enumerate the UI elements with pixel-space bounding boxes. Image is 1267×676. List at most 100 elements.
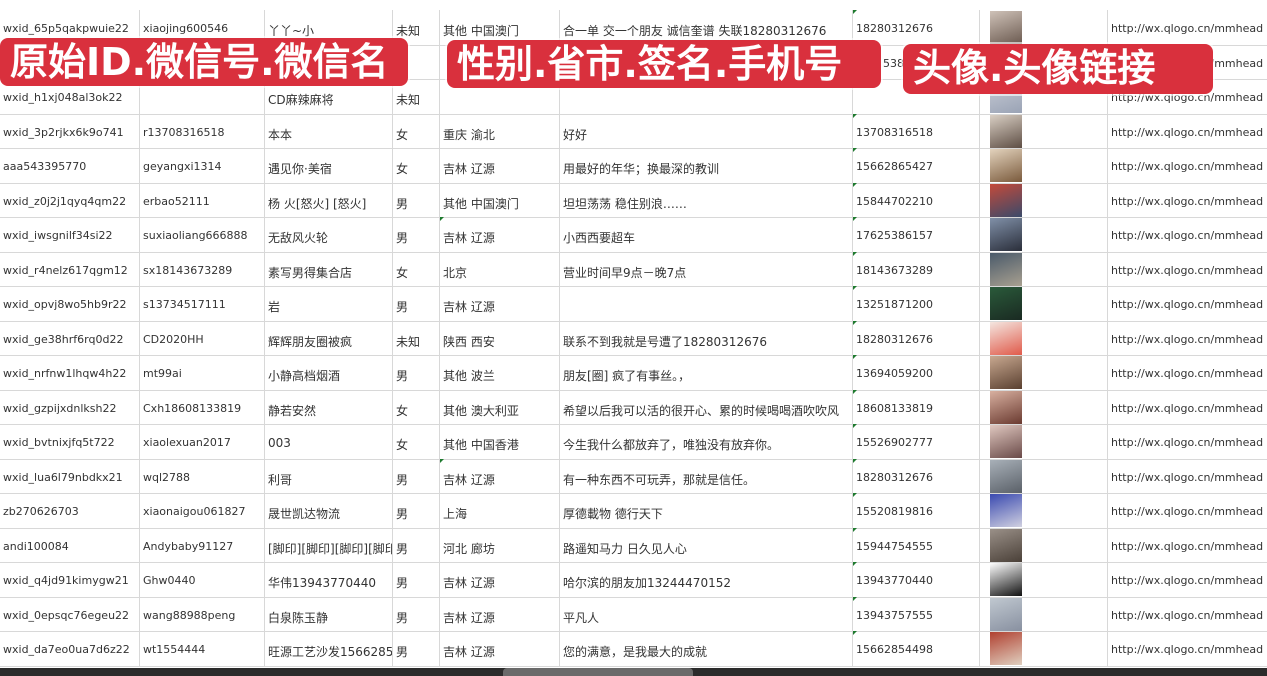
cell-signature[interactable]: 合一单 交一个朋友 诚信奎谱 失联18280312676: [560, 10, 853, 45]
cell-original-id[interactable]: wxid_0epsqc76egeu22: [0, 596, 140, 631]
cell-avatar[interactable]: [980, 527, 1108, 562]
cell-region[interactable]: 其他 中国澳门: [440, 182, 560, 217]
cell-wechat-id[interactable]: Cxh18608133819: [140, 389, 265, 424]
cell-original-id[interactable]: wxid_65p5qakpwuie22: [0, 10, 140, 45]
cell-avatar-link[interactable]: http://wx.qlogo.cn/mmhead: [1111, 194, 1264, 208]
cell-gender[interactable]: 男: [393, 493, 440, 528]
cell-phone[interactable]: 13943770440: [853, 562, 980, 597]
cell-original-id[interactable]: wxid_lua6l79nbdkx21: [0, 458, 140, 493]
cell-original-id[interactable]: wxid_bvtnixjfq5t722: [0, 424, 140, 459]
cell-gender[interactable]: 男: [393, 562, 440, 597]
cell-avatar-link[interactable]: http://wx.qlogo.cn/mmhead: [1111, 608, 1264, 622]
cell-original-id[interactable]: wxid_3p2rjkx6k9o741: [0, 113, 140, 148]
cell-avatar[interactable]: [980, 251, 1108, 286]
cell-avatar-link[interactable]: http://wx.qlogo.cn/mmhead: [1111, 332, 1264, 346]
cell-wechat-id[interactable]: CD2020HH: [140, 320, 265, 355]
cell-phone[interactable]: 13943757555: [853, 596, 980, 631]
cell-original-id[interactable]: wxid_gzpijxdnlksh22: [0, 389, 140, 424]
cell-signature[interactable]: 哈尔滨的朋友加13244470152: [560, 562, 853, 597]
cell-gender[interactable]: 男: [393, 596, 440, 631]
cell-avatar[interactable]: [980, 389, 1108, 424]
cell-gender[interactable]: 女: [393, 389, 440, 424]
cell-avatar[interactable]: [980, 217, 1108, 252]
cell-region[interactable]: 其他 中国香港: [440, 424, 560, 459]
cell-wechat-id[interactable]: [140, 79, 265, 114]
cell-wechat-name[interactable]: 辉辉朋友圈被疯: [265, 320, 393, 355]
cell-avatar-link[interactable]: http://wx.qlogo.cn/mmhead: [1111, 401, 1264, 415]
cell-wechat-id[interactable]: xiaojing600546: [140, 10, 265, 45]
cell-original-id[interactable]: wxid_iwsgnilf34si22: [0, 217, 140, 252]
cell-avatar-link[interactable]: http://wx.qlogo.cn/mmhead: [1111, 125, 1264, 139]
cell-avatar-link[interactable]: http://wx.qlogo.cn/mmhead: [1111, 505, 1264, 518]
cell-wechat-name[interactable]: 本本: [265, 113, 393, 148]
cell-avatar-link[interactable]: http://wx.qlogo.cn/mmhead: [1111, 470, 1264, 484]
cell-region[interactable]: 其他 波兰: [440, 355, 560, 390]
cell-signature[interactable]: 您的满意，是我最大的成就: [560, 631, 853, 666]
cell-wechat-id[interactable]: xiaolexuan2017: [140, 424, 265, 459]
cell-signature[interactable]: 好好: [560, 113, 853, 148]
cell-region[interactable]: 河北 廊坊: [440, 527, 560, 562]
cell-region[interactable]: 吉林 辽源: [440, 631, 560, 666]
cell-signature[interactable]: 用最好的年华；换最深的教训: [560, 148, 853, 183]
cell-region[interactable]: 吉林 辽源: [440, 562, 560, 597]
cell-region[interactable]: 吉林 辽源: [440, 458, 560, 493]
cell-original-id[interactable]: wxid_opvj8wo5hb9r22: [0, 286, 140, 321]
cell-signature[interactable]: 有一种东西不可玩弄，那就是信任。: [560, 458, 853, 493]
cell-wechat-name[interactable]: 丫丫~小: [265, 10, 393, 45]
cell-original-id[interactable]: wxid_q4jd91kimygw21: [0, 562, 140, 597]
cell-avatar[interactable]: [980, 355, 1108, 390]
cell-phone[interactable]: 13694059200: [853, 355, 980, 390]
cell-gender[interactable]: 男: [393, 355, 440, 390]
cell-wechat-name[interactable]: CD麻辣麻将: [265, 79, 393, 114]
cell-avatar[interactable]: [980, 631, 1108, 666]
cell-wechat-name[interactable]: 003: [265, 424, 393, 459]
cell-original-id[interactable]: wxid_da7eo0ua7d6z22: [0, 631, 140, 666]
cell-wechat-name[interactable]: 利哥: [265, 458, 393, 493]
cell-avatar[interactable]: [980, 320, 1108, 355]
cell-phone[interactable]: 15844702210: [853, 182, 980, 217]
cell-wechat-id[interactable]: mt99ai: [140, 355, 265, 390]
cell-region[interactable]: 重庆 渝北: [440, 113, 560, 148]
cell-avatar[interactable]: [980, 562, 1108, 597]
horizontal-scrollbar-thumb[interactable]: [503, 668, 693, 676]
cell-avatar-link[interactable]: http://wx.qlogo.cn/mmhead: [1111, 539, 1264, 553]
cell-phone[interactable]: 15520819816: [853, 493, 980, 528]
cell-signature[interactable]: 路遥知马力 日久见人心: [560, 527, 853, 562]
cell-wechat-name[interactable]: 小静高档烟酒: [265, 355, 393, 390]
cell-gender[interactable]: 女: [393, 424, 440, 459]
cell-phone[interactable]: 15662854498: [853, 631, 980, 666]
cell-wechat-name[interactable]: 白泉陈玉静: [265, 596, 393, 631]
cell-signature[interactable]: 今生我什么都放弃了，唯独没有放弃你。: [560, 424, 853, 459]
cell-avatar-link[interactable]: http://wx.qlogo.cn/mmhead: [1111, 22, 1264, 35]
cell-signature[interactable]: 营业时间早9点－晚7点: [560, 251, 853, 286]
cell-gender[interactable]: 男: [393, 527, 440, 562]
cell-region[interactable]: 吉林 辽源: [440, 286, 560, 321]
cell-avatar[interactable]: [980, 493, 1108, 528]
cell-wechat-id[interactable]: erbao52111: [140, 182, 265, 217]
cell-signature[interactable]: 联系不到我就是号遭了18280312676: [560, 320, 853, 355]
cell-region[interactable]: 吉林 辽源: [440, 217, 560, 252]
cell-original-id[interactable]: wxid_ge38hrf6rq0d22: [0, 320, 140, 355]
cell-avatar-link[interactable]: http://wx.qlogo.cn/mmhead: [1111, 91, 1264, 104]
cell-signature[interactable]: 坦坦荡荡 稳住别浪……: [560, 182, 853, 217]
cell-region[interactable]: 吉林 辽源: [440, 148, 560, 183]
cell-wechat-id[interactable]: wang88988peng: [140, 596, 265, 631]
cell-gender[interactable]: 女: [393, 113, 440, 148]
cell-signature[interactable]: 厚德載物 德行天下: [560, 493, 853, 528]
cell-gender[interactable]: 未知: [393, 10, 440, 45]
cell-wechat-name[interactable]: 遇见你·美宿: [265, 148, 393, 183]
cell-wechat-id[interactable]: Andybaby91127: [140, 527, 265, 562]
cell-avatar-link[interactable]: http://wx.qlogo.cn/mmhead: [1111, 263, 1264, 277]
cell-phone[interactable]: 13251871200: [853, 286, 980, 321]
cell-region[interactable]: 上海: [440, 493, 560, 528]
cell-wechat-id[interactable]: wt1554444: [140, 631, 265, 666]
cell-gender[interactable]: [393, 44, 440, 79]
cell-wechat-name[interactable]: 静若安然: [265, 389, 393, 424]
cell-wechat-name[interactable]: 华伟13943770440: [265, 562, 393, 597]
cell-avatar-link[interactable]: http://wx.qlogo.cn/mmhead: [1111, 229, 1264, 242]
cell-phone[interactable]: 17625386157: [853, 217, 980, 252]
cell-wechat-name[interactable]: 岩: [265, 286, 393, 321]
cell-original-id[interactable]: andi100084: [0, 527, 140, 562]
cell-avatar[interactable]: [980, 10, 1108, 45]
cell-avatar-link[interactable]: http://wx.qlogo.cn/mmhead: [1111, 436, 1264, 449]
